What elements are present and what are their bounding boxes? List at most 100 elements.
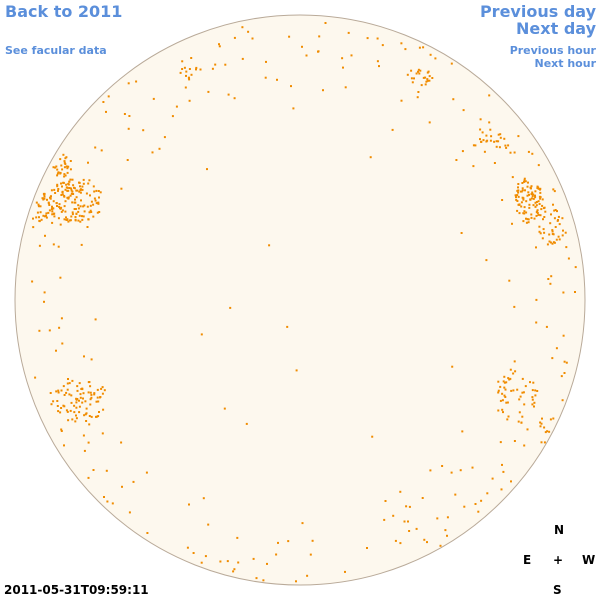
facula-point [90, 358, 93, 361]
facula-point [92, 185, 95, 188]
facula-point [551, 229, 554, 232]
facula-point [54, 192, 57, 194]
facula-point [562, 229, 564, 232]
facula-point [522, 197, 525, 200]
facula-point [83, 210, 86, 213]
facula-point [552, 417, 555, 420]
facula-point [36, 211, 39, 214]
facula-point [79, 185, 81, 188]
facula-point [65, 409, 68, 412]
facula-point [287, 540, 290, 543]
facula-point [543, 426, 546, 429]
facula-point [94, 318, 97, 321]
facula-point [540, 441, 543, 444]
facula-point [184, 86, 187, 89]
facula-point [523, 210, 526, 213]
facula-point [64, 174, 67, 177]
facula-point [527, 221, 530, 224]
facula-point [58, 203, 61, 206]
facula-point [530, 216, 533, 219]
facula-point [81, 215, 83, 218]
facula-point [68, 180, 71, 183]
facula-point [309, 553, 312, 556]
facula-point [534, 394, 537, 397]
facula-point [525, 200, 528, 203]
facula-point [422, 76, 425, 79]
see-facular-data-link[interactable]: See facular data [5, 44, 107, 57]
facula-point [461, 430, 464, 433]
facula-point [86, 226, 89, 228]
facula-point [552, 188, 555, 191]
facula-point [71, 379, 74, 382]
facula-point [399, 490, 402, 493]
facula-point [497, 140, 500, 143]
facula-point [311, 539, 314, 542]
next-day-link[interactable]: Next day [516, 19, 596, 38]
facula-point [186, 546, 189, 549]
facula-point [502, 411, 504, 414]
facula-point [264, 76, 267, 79]
facula-point [128, 115, 131, 117]
facula-point [507, 144, 510, 147]
facula-point [52, 207, 55, 210]
back-to-year-link[interactable]: Back to 2011 [5, 2, 123, 21]
compass-west-label: W [582, 553, 596, 567]
facula-point [233, 97, 236, 100]
facula-point [436, 517, 439, 520]
facula-point [88, 423, 91, 426]
facula-point [513, 305, 516, 308]
facula-point [552, 233, 555, 236]
facula-point [499, 385, 502, 388]
facula-point [95, 415, 97, 418]
facula-point [38, 329, 41, 332]
facula-point [67, 378, 69, 380]
facula-point [57, 171, 60, 174]
facula-point [539, 214, 542, 217]
facula-point [82, 215, 85, 218]
facula-point [426, 78, 429, 81]
facula-point [57, 389, 60, 392]
facula-point [101, 392, 104, 395]
facula-point [500, 488, 503, 491]
facula-point [489, 139, 492, 142]
facula-point [229, 306, 232, 309]
facula-point [57, 217, 60, 220]
facula-point [188, 503, 190, 506]
facula-point [70, 189, 73, 192]
facula-point [76, 385, 79, 388]
previous-hour-link[interactable]: Previous hour [509, 44, 596, 57]
next-hour-link[interactable]: Next hour [534, 57, 597, 70]
facula-point [85, 412, 88, 415]
facula-point [480, 140, 483, 143]
facula-point [391, 128, 394, 131]
facula-point [56, 205, 58, 207]
facula-point [535, 214, 538, 217]
facula-point [127, 127, 130, 130]
facula-point [60, 430, 63, 432]
facula-point [538, 230, 541, 233]
facula-point [64, 200, 67, 203]
facula-point [501, 392, 504, 395]
facula-point [505, 146, 508, 149]
facula-point [501, 463, 503, 466]
facula-point [66, 218, 69, 221]
facula-point [506, 401, 509, 404]
facula-point [62, 181, 65, 184]
facula-point [554, 226, 557, 228]
facula-point [495, 140, 498, 143]
facula-point [70, 401, 73, 404]
facula-point [497, 389, 500, 392]
facula-point [127, 82, 130, 85]
facula-point [485, 140, 488, 143]
facula-point [495, 145, 498, 148]
previous-day-link[interactable]: Previous day [479, 2, 596, 21]
facula-point [75, 417, 78, 420]
compass-north-label: N [554, 523, 565, 537]
facula-point [78, 382, 81, 385]
facula-point [77, 207, 80, 210]
facula-point [69, 168, 72, 171]
facula-point [534, 205, 537, 208]
facula-point [77, 210, 80, 213]
facula-point [60, 164, 63, 167]
facula-point [103, 389, 106, 392]
